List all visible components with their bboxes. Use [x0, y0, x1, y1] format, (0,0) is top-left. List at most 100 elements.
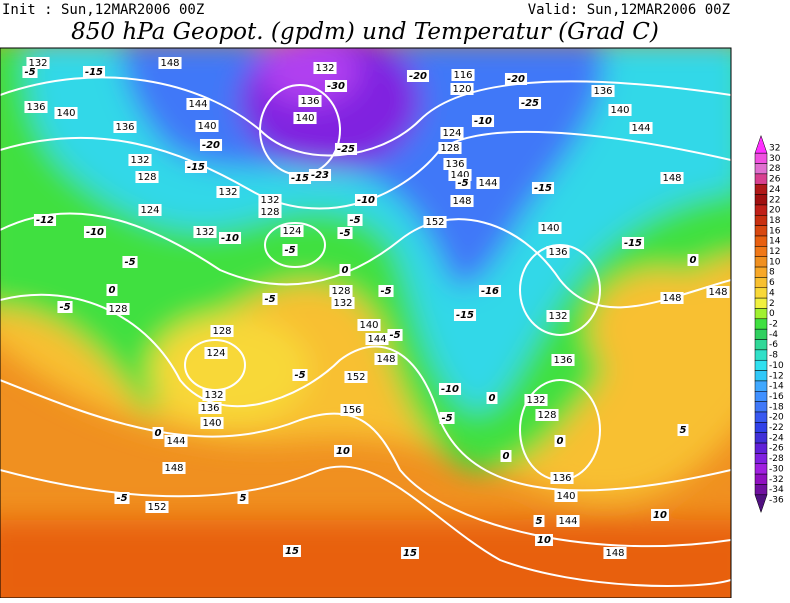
temperature-label: -5: [124, 257, 135, 268]
temperature-label: -20: [507, 74, 525, 85]
geopotential-label: 132: [333, 298, 352, 309]
temperature-label: 0: [155, 428, 162, 439]
temperature-label: 15: [285, 546, 299, 557]
geopotential-label: 132: [204, 390, 223, 401]
temperature-label-box: [378, 285, 394, 297]
colorbar-label: 16: [769, 226, 781, 236]
temperature-label: -5: [264, 294, 275, 305]
map-title: 850 hPa Geopot. (gpdm) und Temperatur (G…: [71, 19, 659, 45]
colorbar-label: -30: [769, 464, 784, 474]
colorbar: 32302826242220181614121086420-2-4-6-8-10…: [754, 134, 784, 514]
geopotential-label: 144: [367, 334, 386, 345]
temperature-label: -5: [116, 493, 127, 504]
geopotential-label-box: [546, 310, 570, 322]
geopotential-label: 124: [206, 348, 225, 359]
geopotential-label: 128: [137, 172, 156, 183]
colorbar-box: [754, 473, 768, 485]
temperature-label: -10: [474, 116, 492, 127]
geopotential-label-box: [210, 325, 234, 337]
geopotential-label: 128: [212, 326, 231, 337]
temperature-label: 0: [109, 285, 116, 296]
geopotential-label: 132: [260, 195, 279, 206]
temperature-label-box: [504, 73, 528, 85]
colorbar-label: 4: [769, 288, 775, 298]
geopotential-label: 128: [108, 304, 127, 315]
temperature-label: -5: [284, 245, 295, 256]
temperature-label: 0: [342, 265, 349, 276]
colorbar-box: [754, 453, 768, 465]
colorbar-box: [754, 391, 768, 402]
temperature-label-box: [554, 435, 566, 447]
geopotential-label-box: [357, 319, 381, 331]
geopotential-label: 124: [282, 226, 301, 237]
geopotential-label: 136: [200, 403, 219, 414]
colorbar-box: [754, 225, 768, 237]
temperature-label: -15: [291, 173, 309, 184]
geopotential-label-box: [440, 127, 464, 139]
temperature-label-box: [262, 293, 278, 305]
temperature-label-box: [218, 232, 242, 244]
temperature-label: 5: [536, 516, 543, 527]
temperature-label: -5: [294, 370, 305, 381]
geopotential-label-box: [54, 107, 78, 119]
geopotential-contours: [0, 76, 731, 587]
temperature-label-box: [308, 169, 332, 181]
colorbar-box: [754, 152, 768, 164]
temperature-label-box: [282, 244, 298, 256]
colorbar-label: 2: [769, 299, 775, 309]
geopotential-label: 140: [295, 113, 314, 124]
geopotential-label-box: [556, 515, 580, 527]
temperature-label-box: [33, 214, 57, 226]
geopotential-label-box: [298, 95, 322, 107]
temperature-label-box: [439, 412, 455, 424]
geopotential-label-box: [195, 120, 219, 132]
geopotential-label: 120: [452, 84, 471, 95]
geopotential-label-box: [538, 222, 562, 234]
geopotential-label: 140: [610, 105, 629, 116]
temperature-label-box: [401, 547, 419, 559]
colorbar-box: [754, 442, 768, 454]
colorbar-label: -22: [769, 423, 784, 433]
temperature-label: -23: [311, 170, 329, 181]
temperature-label-box: [22, 66, 38, 78]
colorbar-label: -2: [769, 320, 778, 330]
temperature-label-box: [518, 97, 542, 109]
geopotential-label-box: [340, 404, 364, 416]
temperature-label-box: [106, 284, 118, 296]
geopotential-label-box: [344, 371, 368, 383]
geopotential-label-box: [293, 112, 317, 124]
geopotential-label-box: [438, 142, 462, 154]
colorbar-box: [754, 163, 768, 175]
geopotential-label: 148: [605, 548, 624, 559]
geopotential-label: 136: [300, 96, 319, 107]
geopotential-label-box: [535, 409, 559, 421]
temperature-label: 0: [489, 393, 496, 404]
temperature-label: 5: [680, 425, 687, 436]
geopotential-label-box: [524, 394, 548, 406]
colorbar-label: 10: [769, 257, 781, 267]
geopotential-label-box: [443, 158, 467, 170]
colorbar-box: [754, 204, 768, 216]
colorbar-label: 22: [769, 195, 780, 205]
colorbar-arrow: [754, 494, 768, 514]
colorbar-label: 32: [769, 144, 780, 154]
temperature-label-box: [82, 66, 106, 78]
geopotential-label-box: [198, 402, 222, 414]
colorbar-label: -14: [769, 382, 784, 392]
geopotential-label-box: [331, 297, 355, 309]
colorbar-label: 0: [769, 309, 775, 319]
colorbar-box: [754, 215, 768, 226]
geopotential-label: 144: [188, 99, 207, 110]
geopotential-label: 128: [440, 143, 459, 154]
colorbar-label: 30: [769, 154, 781, 164]
geopotential-label-box: [551, 354, 575, 366]
colorbar-box: [754, 235, 768, 247]
colorbar-box: [754, 484, 768, 496]
temperature-label-box: [535, 534, 553, 546]
geopotential-label: 124: [140, 205, 159, 216]
colorbar-label: -26: [769, 444, 784, 454]
colorbar-box: [754, 411, 768, 423]
geopotential-label: 136: [552, 473, 571, 484]
